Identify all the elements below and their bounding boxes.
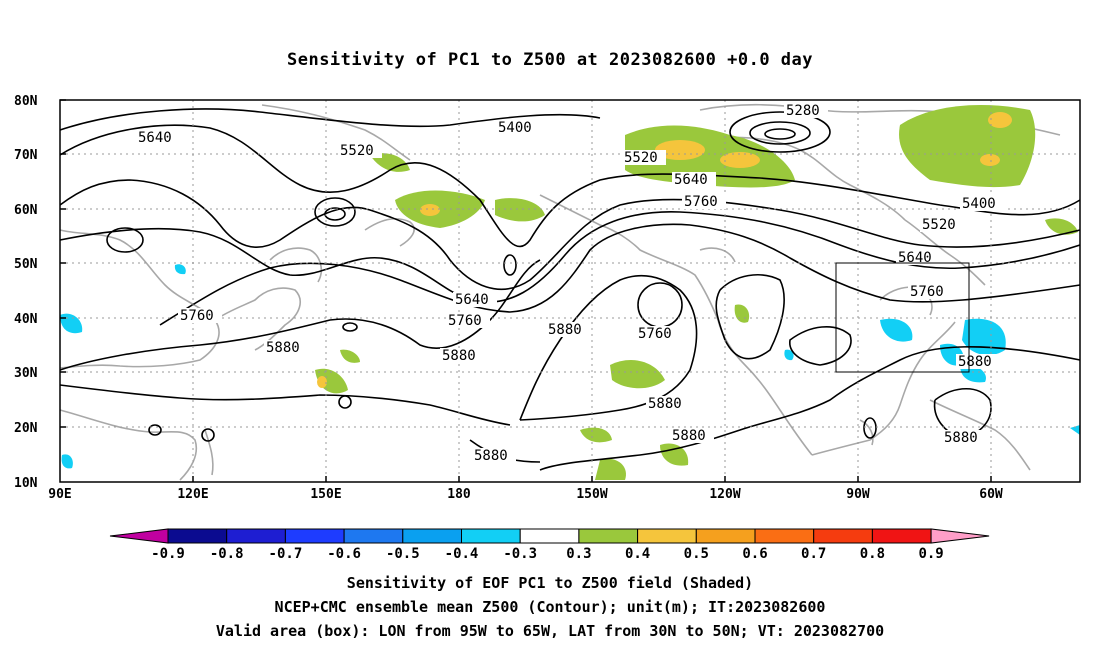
colorbar-tick-label: -0.3 — [503, 546, 537, 562]
lon-label: 120E — [177, 487, 208, 502]
colorbar-swatch — [637, 528, 697, 544]
contour-label: 5640 — [455, 292, 489, 308]
colorbar-tick-label: -0.7 — [269, 546, 303, 562]
caption-line-3: Valid area (box): LON from 95W to 65W, L… — [215, 622, 885, 640]
caption-line-2: NCEP+CMC ensemble mean Z500 (Contour); u… — [274, 598, 826, 616]
colorbar-swatch — [461, 528, 521, 544]
lon-label: 150E — [310, 487, 341, 502]
map-panel: 5640 5520 5400 5280 5520 5640 5760 5400 … — [14, 94, 1081, 502]
colorbar-swatch — [695, 528, 756, 544]
contour-label: 5640 — [898, 250, 932, 266]
contour-label: 5880 — [672, 428, 706, 444]
lon-label: 60W — [979, 487, 1003, 502]
colorbar-tick-label: -0.5 — [386, 546, 420, 562]
lat-label: 40N — [14, 312, 38, 327]
valid-area-box — [835, 262, 970, 373]
colorbar-swatch — [754, 528, 815, 544]
contour-label: 5760 — [638, 326, 672, 342]
contour-label: 5520 — [340, 143, 374, 159]
contour-label: 5640 — [138, 130, 172, 146]
lat-label: 30N — [14, 366, 38, 381]
colorbar-tick-label: 0.7 — [801, 546, 826, 562]
contour-label: 5280 — [786, 103, 820, 119]
colorbar-swatch — [519, 528, 580, 544]
contour-label: 5880 — [648, 396, 682, 412]
lat-label: 20N — [14, 421, 38, 436]
contour-label: 5760 — [448, 313, 482, 329]
contour-label: 5880 — [944, 430, 978, 446]
colorbar-swatch — [343, 528, 404, 544]
lat-label: 50N — [14, 257, 38, 272]
contour-label: 5520 — [624, 150, 658, 166]
colorbar-tick-label: 0.6 — [742, 546, 767, 562]
graticule — [60, 100, 1080, 482]
contour-labels: 5640 5520 5400 5280 5520 5640 5760 5400 … — [136, 103, 1004, 464]
colorbar-tick-label: 0.9 — [918, 546, 943, 562]
lat-label: 10N — [14, 476, 38, 491]
colorbar-right-arrow — [930, 528, 990, 544]
contour-label: 5520 — [922, 217, 956, 233]
contour-label: 5760 — [180, 308, 214, 324]
colorbar-swatch — [871, 528, 932, 544]
contour-label: 5760 — [684, 194, 718, 210]
colorbar-tick-label: -0.8 — [210, 546, 244, 562]
colorbar-swatch — [813, 528, 873, 544]
axis-ticks — [60, 99, 992, 482]
lon-label: 90E — [48, 487, 71, 502]
lat-label: 80N — [14, 94, 38, 109]
contour-label: 5760 — [910, 284, 944, 300]
caption-line-1: Sensitivity of EOF PC1 to Z500 field (Sh… — [346, 574, 754, 592]
colorbar-tick-label: -0.6 — [327, 546, 361, 562]
colorbar-tick-label: 0.8 — [860, 546, 885, 562]
colorbar-swatch — [226, 528, 286, 544]
contour-label: 5880 — [266, 340, 300, 356]
contour-label: 5880 — [474, 448, 508, 464]
colorbar-swatch — [578, 528, 639, 544]
plot-title: Sensitivity of PC1 to Z500 at 2023082600… — [286, 50, 813, 70]
contour-label: 5640 — [674, 172, 708, 188]
lon-label: 150W — [576, 487, 607, 502]
lat-label: 60N — [14, 203, 38, 218]
colorbar: -0.9 -0.8 -0.7 -0.6 -0.5 -0.4 -0.3 0.3 0.4 0.5 0.6… — [109, 528, 990, 562]
contour-label: 5880 — [548, 322, 582, 338]
colorbar-tick-label: 0.5 — [684, 546, 709, 562]
lon-label: 180 — [447, 487, 471, 502]
colorbar-swatch — [167, 528, 228, 544]
lon-label: 120W — [709, 487, 740, 502]
contour-label: 5880 — [958, 354, 992, 370]
contour-label: 5400 — [962, 196, 996, 212]
colorbar-swatch — [284, 528, 345, 544]
colorbar-tick-label: 0.4 — [625, 546, 650, 562]
map-frame — [59, 99, 1081, 483]
colorbar-tick-label: 0.3 — [566, 546, 591, 562]
colorbar-left-arrow — [109, 528, 169, 544]
contour-label: 5400 — [498, 120, 532, 136]
colorbar-tick-label: -0.4 — [445, 546, 479, 562]
contour-label: 5880 — [442, 348, 476, 364]
lat-label: 70N — [14, 148, 38, 163]
colorbar-swatch — [402, 528, 462, 544]
lon-label: 90W — [846, 487, 870, 502]
colorbar-tick-label: -0.9 — [151, 546, 185, 562]
